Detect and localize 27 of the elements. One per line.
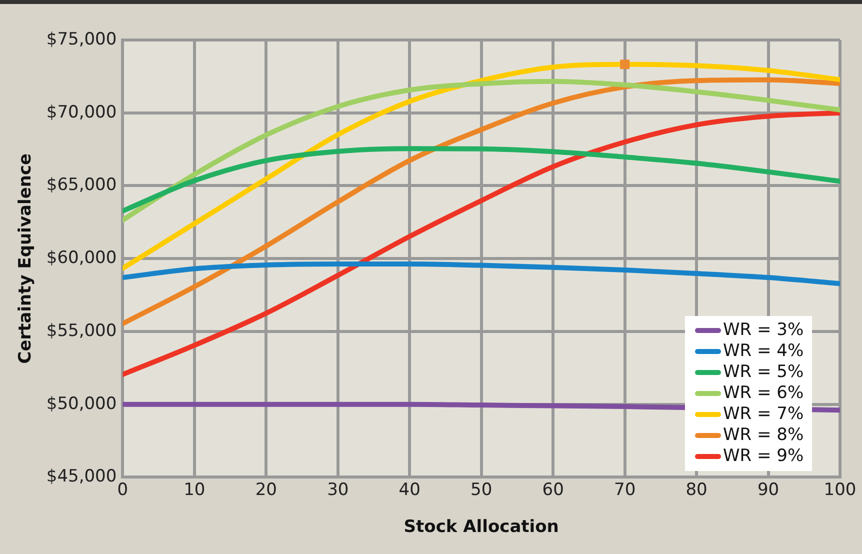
y-tick-label: $70,000 [46,102,117,122]
y-tick-label: $55,000 [46,320,117,341]
y-tick-label: $50,000 [46,394,117,414]
y-axis-title: Certainty Equivalence [16,153,36,364]
x-tick-label: 100 [824,480,856,500]
legend-label: WR = 7% [723,404,804,426]
legend-label: WR = 8% [723,425,804,446]
x-tick-label: 40 [398,480,420,500]
x-tick-label: 80 [686,480,708,500]
legend-label: WR = 5% [723,362,804,384]
x-tick-label: 70 [614,480,636,500]
x-tick-label: 50 [470,480,492,500]
legend-label: WR = 4% [723,341,804,362]
x-tick-label: 20 [255,480,277,500]
y-tick-label: $60,000 [46,248,117,268]
legend-label: WR = 3% [723,320,804,342]
x-tick-label: 90 [757,480,780,500]
y-tick-label: $65,000 [46,175,117,196]
legend-label: WR = 9% [723,446,804,468]
legend-label: WR = 6% [723,383,804,404]
x-tick-label: 60 [542,480,564,500]
y-tick-label: $45,000 [46,466,117,487]
x-tick-label: 10 [184,480,206,500]
x-tick-label: 30 [327,480,349,500]
x-tick-label: 0 [117,480,128,500]
y-tick-label: $75,000 [46,29,117,50]
x-axis-title: Stock Allocation [404,517,559,538]
